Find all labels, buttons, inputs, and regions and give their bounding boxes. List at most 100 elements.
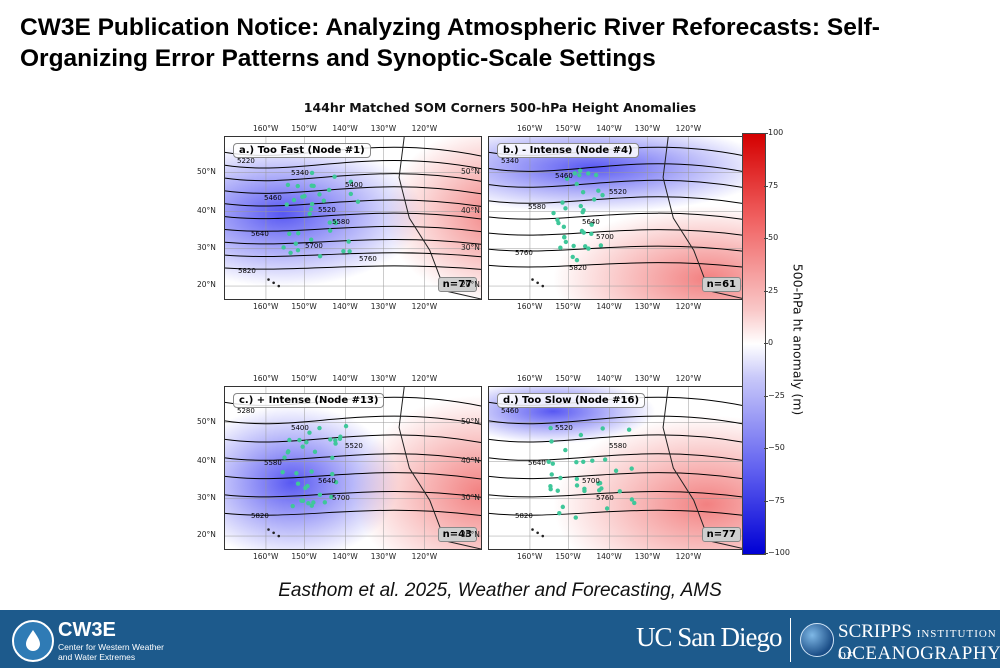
contour-label: 5760 [359, 254, 377, 263]
height-contour [489, 490, 745, 498]
ar-point [600, 192, 605, 198]
colorbar-tick-mark [764, 500, 768, 502]
ar-point [580, 189, 586, 195]
ar-point [295, 481, 301, 486]
ar-point [284, 202, 289, 207]
ar-point [332, 219, 338, 225]
ar-point [317, 425, 322, 431]
contour-label: 5520 [318, 205, 336, 214]
contour-label: 5520 [345, 441, 363, 450]
contour-label: 5820 [515, 511, 533, 520]
colorbar-tick-label: −75 [768, 495, 785, 505]
ar-point [346, 239, 351, 244]
longitude-tick-label: 150°W [291, 124, 317, 133]
contour-label: 5400 [345, 181, 363, 190]
ar-point [307, 211, 312, 217]
ar-point [557, 510, 562, 516]
longitude-tick-label: 160°W [516, 374, 543, 383]
colorbar-tick-mark [764, 395, 768, 397]
panel-label: d.) Too Slow (Node #16) [497, 393, 646, 408]
ar-point [328, 437, 333, 442]
height-contour [489, 163, 745, 173]
longitude-tick-label: 150°W [555, 124, 581, 133]
contour-label: 5820 [569, 263, 587, 272]
height-contour [489, 212, 745, 221]
ar-point [596, 481, 601, 486]
ar-point [593, 172, 599, 178]
height-contour [225, 159, 481, 170]
som-panel-4: 5460 5520 5580 5640 5700 5760 5820 d.) Too Slow… [488, 386, 746, 550]
ar-point [579, 228, 585, 234]
latitude-tick-label: 20°N [461, 530, 480, 540]
height-contour [225, 490, 481, 498]
longitude-tick-label: 150°W [555, 374, 581, 383]
latitude-tick-label: 50°N [461, 166, 480, 176]
ar-point [300, 498, 306, 504]
ar-point [296, 231, 301, 236]
contour-label: 5400 [291, 424, 309, 433]
ar-point [600, 426, 605, 431]
ar-point [562, 235, 567, 240]
longitude-tick-label: 120°W [411, 124, 438, 133]
cw3e-name: CW3E [58, 619, 116, 641]
contour-label: 5580 [609, 441, 627, 450]
ar-point [309, 503, 314, 508]
longitude-tick-label: 140°W [596, 124, 622, 133]
height-contour [225, 265, 481, 270]
coastline [662, 137, 745, 299]
ar-point [555, 488, 560, 493]
ar-point [570, 254, 575, 260]
ar-point [590, 458, 595, 463]
positive-anomaly-area [553, 205, 745, 299]
scripps-small: INSTITUTION OF [838, 628, 997, 662]
ar-point [574, 476, 580, 482]
latitude-tick-label: 30°N [461, 242, 480, 252]
ar-point [287, 437, 292, 443]
ar-point [295, 183, 300, 189]
contour-label: 5340 [501, 157, 519, 165]
ar-point [308, 206, 314, 212]
latitude-tick-label: 20°N [461, 280, 480, 290]
contour-label: 5700 [332, 494, 350, 503]
ar-point [294, 471, 299, 476]
hawaii-island [272, 531, 275, 535]
longitude-tick-label: 130°W [634, 124, 661, 133]
longitude-tick-label: 160°W [252, 124, 279, 133]
height-contour [225, 453, 481, 462]
sample-count-badge: n=77 [437, 277, 477, 292]
slide-title: CW3E Publication Notice: Analyzing Atmos… [20, 14, 880, 72]
hawaii-island [536, 531, 539, 535]
ar-point [309, 170, 315, 176]
contour-label: 5760 [515, 248, 533, 257]
latitude-tick-label: 40°N [461, 205, 480, 215]
ar-point [586, 246, 591, 251]
ar-point [327, 220, 332, 225]
contour-label: 5700 [305, 242, 323, 251]
scripps-word: SCRIPPS [838, 621, 912, 642]
longitude-tick-label: 150°W [291, 302, 317, 311]
ar-point [564, 176, 570, 182]
ar-point [581, 459, 586, 464]
height-contour [489, 229, 745, 236]
longitude-tick-label: 160°W [252, 302, 279, 311]
hawaii-island [531, 278, 534, 281]
ar-point [596, 488, 602, 493]
ar-point [582, 488, 587, 494]
ar-point [321, 198, 326, 203]
colorbar-tick-label: −100 [768, 548, 790, 557]
ar-point [317, 192, 322, 197]
ar-point [578, 203, 584, 209]
colorbar-tick-label: 0 [768, 338, 774, 347]
ar-point [598, 243, 604, 248]
sample-count-badge: n=77 [701, 527, 741, 542]
ar-point [596, 188, 601, 193]
ar-point [348, 191, 354, 197]
ar-point [558, 475, 563, 481]
height-contour [489, 434, 745, 444]
ar-point [311, 183, 316, 189]
colorbar-tick-label: 75 [768, 180, 779, 190]
ar-point [300, 194, 305, 199]
ar-point [548, 425, 553, 431]
colorbar-tick-mark [764, 238, 768, 239]
contour-label: 5820 [251, 511, 269, 520]
